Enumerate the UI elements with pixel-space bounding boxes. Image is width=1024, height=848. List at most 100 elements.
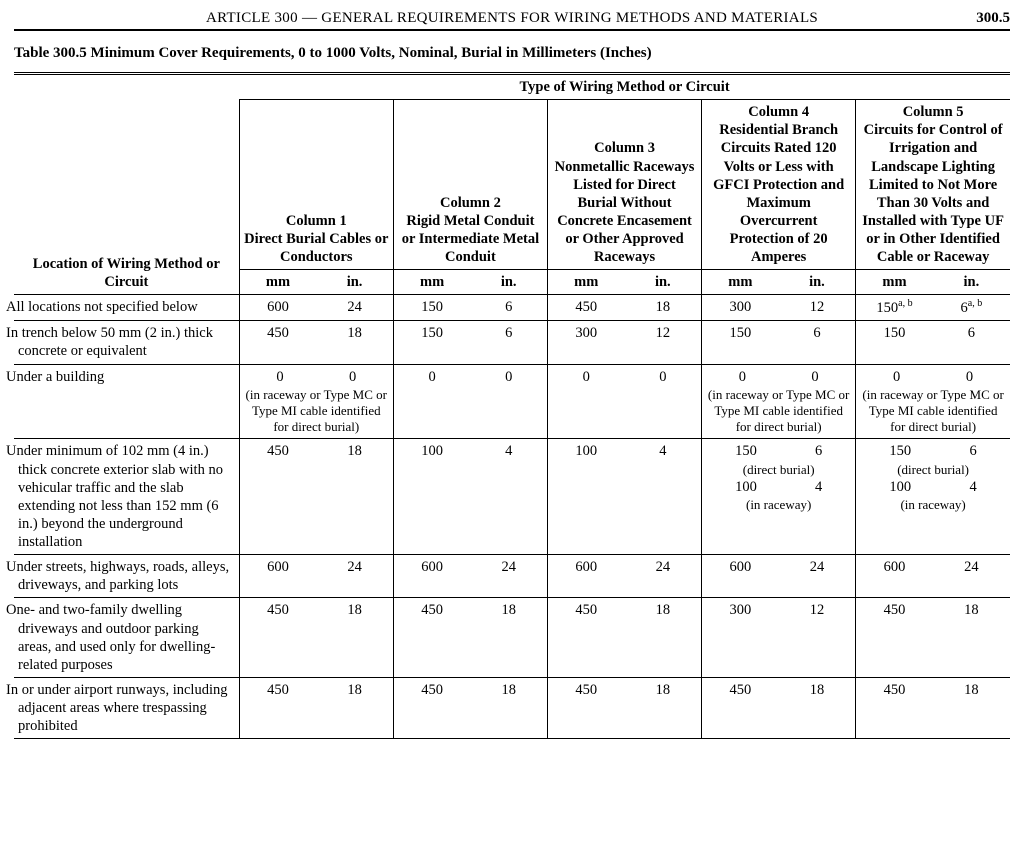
cell-mm: 100 [547,439,624,555]
cell-in: 18 [625,677,702,738]
unit-mm: mm [239,270,316,295]
cell-in: 6 [470,295,547,321]
row-stub: Under streets, highways, roads, alleys, … [14,555,239,598]
cell-in: 18 [625,598,702,678]
cell-in: 24 [625,555,702,598]
row-stub: Under minimum of 102 mm (4 in.) thick co… [14,439,239,555]
cell-in: 0 [470,364,547,439]
page-number: 300.5 [950,10,1010,27]
unit-mm: mm [547,270,624,295]
table-row: Under a building00(in raceway or Type MC… [14,364,1010,439]
cell-in: 24 [933,555,1010,598]
cell-mm: 450 [702,677,779,738]
cell-mm: 600 [393,555,470,598]
cell-in: 24 [316,555,393,598]
cell-mm: 300 [547,321,624,364]
row-stub: Under a building [14,364,239,439]
unit-mm: mm [393,270,470,295]
cell-mm: 450 [239,598,316,678]
cell-mm: 600 [547,555,624,598]
unit-mm: mm [856,270,933,295]
cell-in: 6 [933,321,1010,364]
cell-mm: 150 [702,321,779,364]
cell-mm: 150a, b [856,295,933,321]
cell-mm: 100 [393,439,470,555]
cell-mm: 150 [393,321,470,364]
table-row: In or under airport runways, including a… [14,677,1010,738]
cell-mm: 300 [702,598,779,678]
cell-merged: 00(in raceway or Type MC or Type MI cabl… [702,364,856,439]
cell-in: 24 [316,295,393,321]
cell-merged: 1506(direct burial)1004(in raceway) [856,439,1010,555]
cell-in: 6 [470,321,547,364]
column-header-c4: Column 4Residential Branch Circuits Rate… [702,100,856,270]
article-title: ARTICLE 300 — GENERAL REQUIREMENTS FOR W… [74,10,950,27]
cell-mm: 450 [239,439,316,555]
unit-in: in. [933,270,1010,295]
cell-in: 18 [316,677,393,738]
cell-in: 18 [933,598,1010,678]
cell-in: 18 [470,677,547,738]
cell-in: 4 [625,439,702,555]
cell-mm: 600 [239,295,316,321]
cell-in: 12 [779,598,856,678]
cell-merged: 00(in raceway or Type MC or Type MI cabl… [856,364,1010,439]
cell-in: 12 [625,321,702,364]
cell-mm: 150 [393,295,470,321]
cell-mm: 450 [856,677,933,738]
unit-in: in. [316,270,393,295]
cell-mm: 450 [239,321,316,364]
row-stub: One- and two-family dwelling driveways a… [14,598,239,678]
cover-requirements-table: Location of Wiring Method or Circuit Typ… [14,72,1010,739]
cell-in: 18 [779,677,856,738]
cell-in: 12 [779,295,856,321]
cell-mm: 450 [239,677,316,738]
unit-in: in. [779,270,856,295]
cell-in: 6 [779,321,856,364]
row-stub: In or under airport runways, including a… [14,677,239,738]
cell-in: 18 [625,295,702,321]
table-row: In trench below 50 mm (2 in.) thick conc… [14,321,1010,364]
unit-in: in. [625,270,702,295]
cell-in: 24 [779,555,856,598]
cell-mm: 0 [393,364,470,439]
column-header-c2: Column 2Rigid Metal Conduit or Intermedi… [393,100,547,270]
unit-in: in. [470,270,547,295]
unit-mm: mm [702,270,779,295]
cell-mm: 450 [856,598,933,678]
column-header-c5: Column 5Circuits for Control of Irrigati… [856,100,1010,270]
cell-mm: 600 [702,555,779,598]
cell-in: 4 [470,439,547,555]
cell-mm: 0 [547,364,624,439]
row-stub: In trench below 50 mm (2 in.) thick conc… [14,321,239,364]
cell-in: 0 [625,364,702,439]
cell-in: 18 [316,321,393,364]
cell-in: 18 [316,439,393,555]
column-spanner: Type of Wiring Method or Circuit [239,74,1010,100]
table-row: Under streets, highways, roads, alleys, … [14,555,1010,598]
cell-mm: 150 [856,321,933,364]
page-header: ARTICLE 300 — GENERAL REQUIREMENTS FOR W… [14,10,1010,31]
column-header-c3: Column 3Nonmetallic Raceways Listed for … [547,100,701,270]
cell-mm: 450 [393,598,470,678]
table-row: One- and two-family dwelling driveways a… [14,598,1010,678]
cell-mm: 600 [239,555,316,598]
cell-mm: 450 [547,677,624,738]
column-header-c1: Column 1Direct Burial Cables or Conducto… [239,100,393,270]
cell-mm: 300 [702,295,779,321]
cell-mm: 450 [547,295,624,321]
cell-in: 24 [470,555,547,598]
table-caption: Table 300.5 Minimum Cover Requirements, … [14,45,1010,62]
row-stub: All locations not specified below [14,295,239,321]
cell-in: 6a, b [933,295,1010,321]
cell-mm: 450 [547,598,624,678]
cell-merged: 00(in raceway or Type MC or Type MI cabl… [239,364,393,439]
cell-mm: 450 [393,677,470,738]
table-body: All locations not specified below6002415… [14,295,1010,739]
cell-in: 18 [470,598,547,678]
cell-in: 18 [316,598,393,678]
cell-merged: 1506(direct burial)1004(in raceway) [702,439,856,555]
table-row: All locations not specified below6002415… [14,295,1010,321]
stub-heading: Location of Wiring Method or Circuit [14,74,239,295]
cell-in: 18 [933,677,1010,738]
